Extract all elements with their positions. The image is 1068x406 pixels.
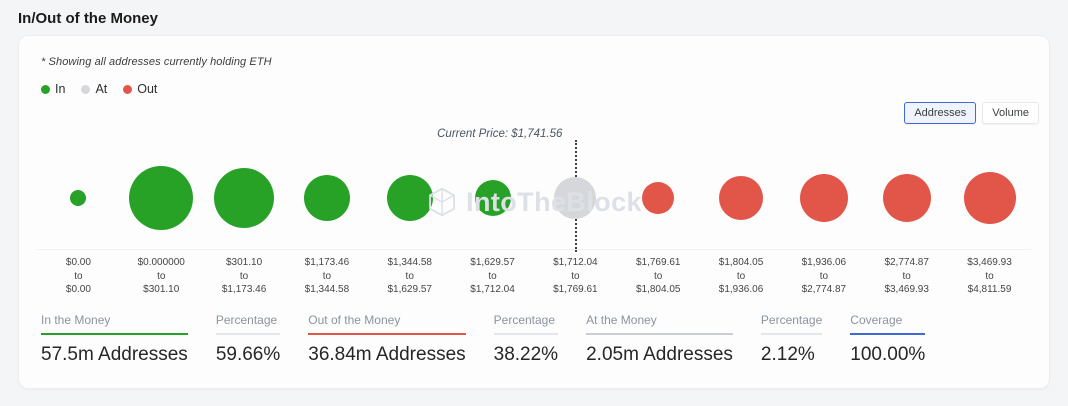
bubble-cell [451,180,534,216]
bubble-out[interactable] [719,176,764,220]
bubble-cell [120,166,203,230]
legend: In At Out [41,82,1049,96]
axis-label: $2,774.87 to $3,469.93 [884,257,929,295]
summary-in-percentage: Percentage 59.66% [215,313,296,366]
current-price-label: Current Price: $1,741.56 [437,128,563,140]
summary-label: Percentage [493,313,559,335]
summary-value: 57.5m Addresses [41,343,188,365]
axis-label: $0.00 to $0.00 [65,257,91,295]
bubble-cell [203,168,286,228]
summary-value: 38.22% [493,343,559,365]
summary-coverage: Coverage 100.00% [850,313,941,366]
summary-in-the-money: In the Money 57.5m Addresses [41,313,204,366]
axis-label: $3,469.93 to $4,811.59 [967,257,1012,295]
axis-label: $1,173.46 to $1,344.58 [304,257,350,295]
bubble-in[interactable] [474,180,511,216]
in-out-money-card: * Showing all addresses currently holdin… [18,35,1050,389]
summary-at-percentage: Percentage 2.12% [760,313,838,366]
legend-dot-icon [123,84,133,94]
axis-label: $1,629.57 to $1,712.04 [470,257,515,295]
bubble-out[interactable] [642,182,675,214]
axis-label: $1,344.58 to $1,629.57 [387,257,432,295]
bubble-cell [782,174,865,222]
summary-value: 59.66% [215,343,281,365]
bubble-at[interactable] [554,177,597,219]
bubble-in[interactable] [214,168,275,228]
bubble-cell [948,172,1031,224]
legend-label: Out [137,82,158,96]
summary-label: Out of the Money [308,313,466,335]
bubble-cell [285,175,368,221]
bubble-cell [865,174,948,222]
bubble-cell [368,175,451,221]
bubble-in[interactable] [129,166,194,230]
bubble-in[interactable] [303,175,350,221]
summary-label: Coverage [850,313,926,335]
legend-item-at[interactable]: At [81,82,107,96]
bubble-out[interactable] [963,172,1016,224]
axis-label: $301.10 to $1,173.46 [221,257,267,295]
addresses-toggle-button[interactable]: Addresses [904,102,977,124]
axis-label: $1,804.05 to $1,936.06 [718,257,764,295]
bubble-in[interactable] [386,175,433,221]
volume-toggle-button[interactable]: Volume [982,102,1039,124]
view-toggle: Addresses Volume [19,102,1039,124]
summary-label: Percentage [760,313,823,335]
summary-value: 100.00% [850,343,926,365]
axis-label-row: $0.00 to $0.00 $0.000000 to $301.10 $301.10 to $… [37,249,1031,297]
summary-label: At the Money [586,313,733,335]
summary-value: 2.12% [760,343,815,365]
axis-label: $1,769.61 to $1,804.05 [635,257,681,295]
axis-label: $1,712.04 to $1,769.61 [553,257,598,295]
summary-value: 2.05m Addresses [586,343,733,365]
holdings-note: * Showing all addresses currently holdin… [41,56,272,68]
bubble-out[interactable] [799,174,848,222]
summary-at-the-money: At the Money 2.05m Addresses [586,313,749,366]
legend-item-in[interactable]: In [41,82,65,96]
legend-dot-icon [41,84,50,94]
bubble-row [37,150,1031,246]
page-title: In/Out of the Money [18,10,158,27]
bubble-out[interactable] [882,174,931,222]
bubble-cell [700,176,783,220]
bubble-cell [534,177,617,219]
summary-value: 36.84m Addresses [308,343,466,365]
legend-item-out[interactable]: Out [123,82,157,96]
bubble-cell [37,190,120,206]
bubble-in[interactable] [70,190,87,206]
summary-out-of-the-money: Out of the Money 36.84m Addresses [308,313,481,366]
summary-row: In the Money 57.5m Addresses Percentage 59.… [41,313,1049,366]
summary-label: In the Money [41,313,188,335]
summary-out-percentage: Percentage 38.22% [493,313,574,366]
axis-label: $0.000000 to $301.10 [137,257,185,295]
axis-label: $1,936.06 to $2,774.87 [801,257,847,295]
summary-label: Percentage [215,313,281,335]
bubble-cell [617,182,700,214]
bubble-chart: Current Price: $1,741.56 IntoTheBlock $0… [37,128,1031,297]
legend-dot-icon [81,84,91,94]
legend-label: At [95,82,108,96]
legend-label: In [55,82,66,96]
